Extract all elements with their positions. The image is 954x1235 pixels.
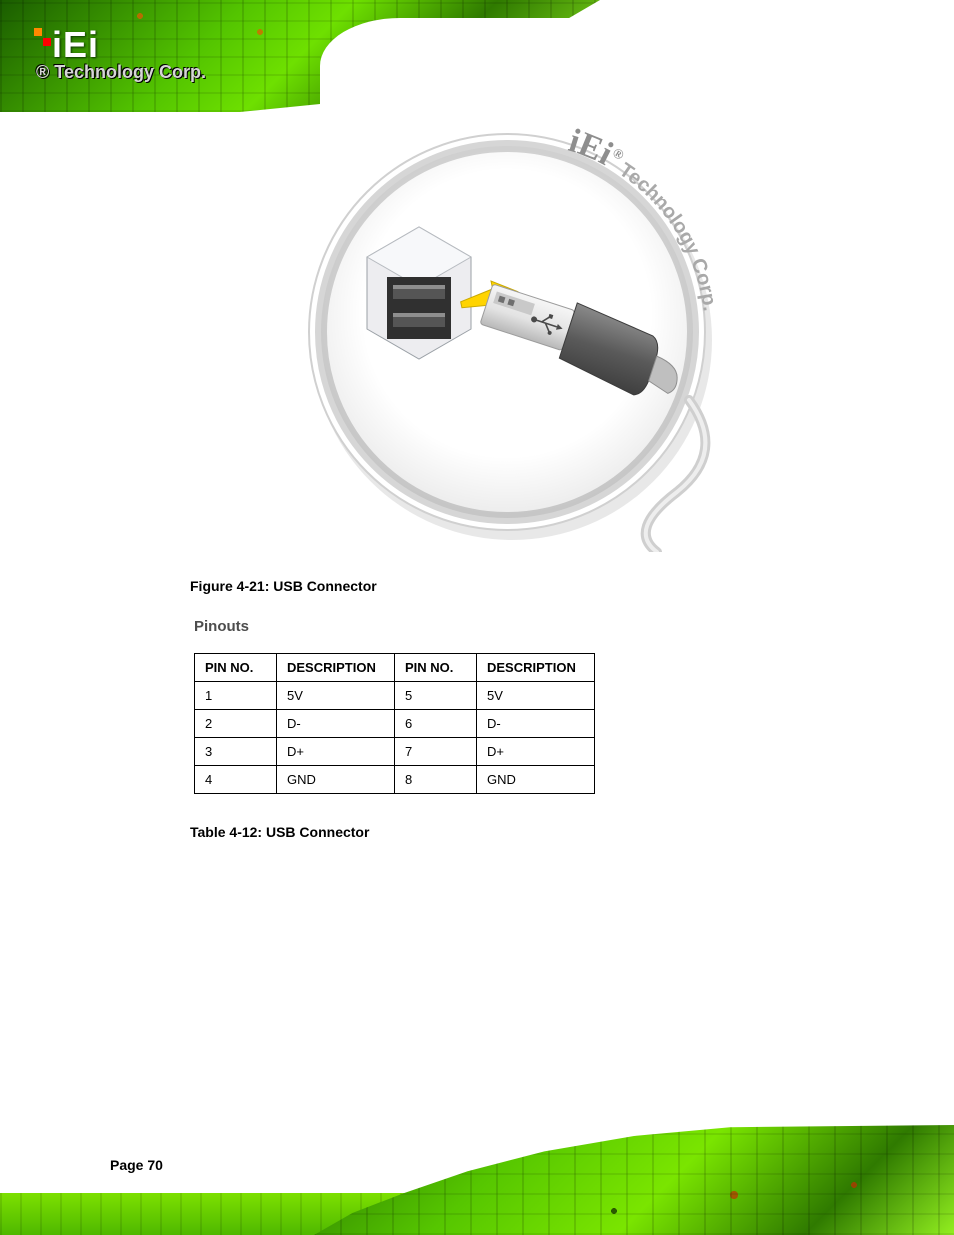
cell: D- [477,710,595,738]
cell: D+ [477,738,595,766]
pinouts-heading: Pinouts [194,618,834,635]
page-header: iEi ® Technology Corp. [0,0,954,112]
header-curve [320,18,954,112]
cell: 5V [477,682,595,710]
brand-reg: ® [36,62,49,82]
cell: 1 [195,682,277,710]
cell: 4 [195,766,277,794]
cell: 3 [195,738,277,766]
col-desc-2: DESCRIPTION [477,654,595,682]
brand-text: iEi [52,24,99,66]
footer-pcb-art [314,1125,954,1235]
table-caption: Table 4-12: USB Connector [190,824,834,840]
table-row: 4 GND 8 GND [195,766,595,794]
cell: 5 [395,682,477,710]
cell: D+ [277,738,395,766]
cell: 2 [195,710,277,738]
col-desc-1: DESCRIPTION [277,654,395,682]
table-row: 2 D- 6 D- [195,710,595,738]
page-number: Page 70 [110,1157,163,1173]
table-row: 1 5V 5 5V [195,682,595,710]
cell: 7 [395,738,477,766]
cell: 6 [395,710,477,738]
figure-caption: Figure 4-21: USB Connector [190,578,834,594]
cell: GND [277,766,395,794]
cell: GND [477,766,595,794]
logo-square-red [43,38,51,46]
logo-square-orange [34,28,42,36]
table-row: 3 D+ 7 D+ [195,738,595,766]
page-content: iEi® Technology Corp. [0,122,954,840]
col-pin-2: PIN NO. [395,654,477,682]
figure-usb-connector: iEi® Technology Corp. [297,122,727,552]
brand-tagline-text: Technology Corp. [54,62,206,82]
page-footer: Page 70 [0,1125,954,1235]
figure-svg: iEi® Technology Corp. [297,122,727,552]
pinout-table: PIN NO. DESCRIPTION PIN NO. DESCRIPTION … [194,653,595,794]
col-pin-1: PIN NO. [195,654,277,682]
table-header-row: PIN NO. DESCRIPTION PIN NO. DESCRIPTION [195,654,595,682]
brand-tagline: ® Technology Corp. [36,62,206,83]
brand-logo-main: iEi [34,24,206,66]
cell: 5V [277,682,395,710]
cell: 8 [395,766,477,794]
cell: D- [277,710,395,738]
brand-logo: iEi ® Technology Corp. [34,24,206,83]
